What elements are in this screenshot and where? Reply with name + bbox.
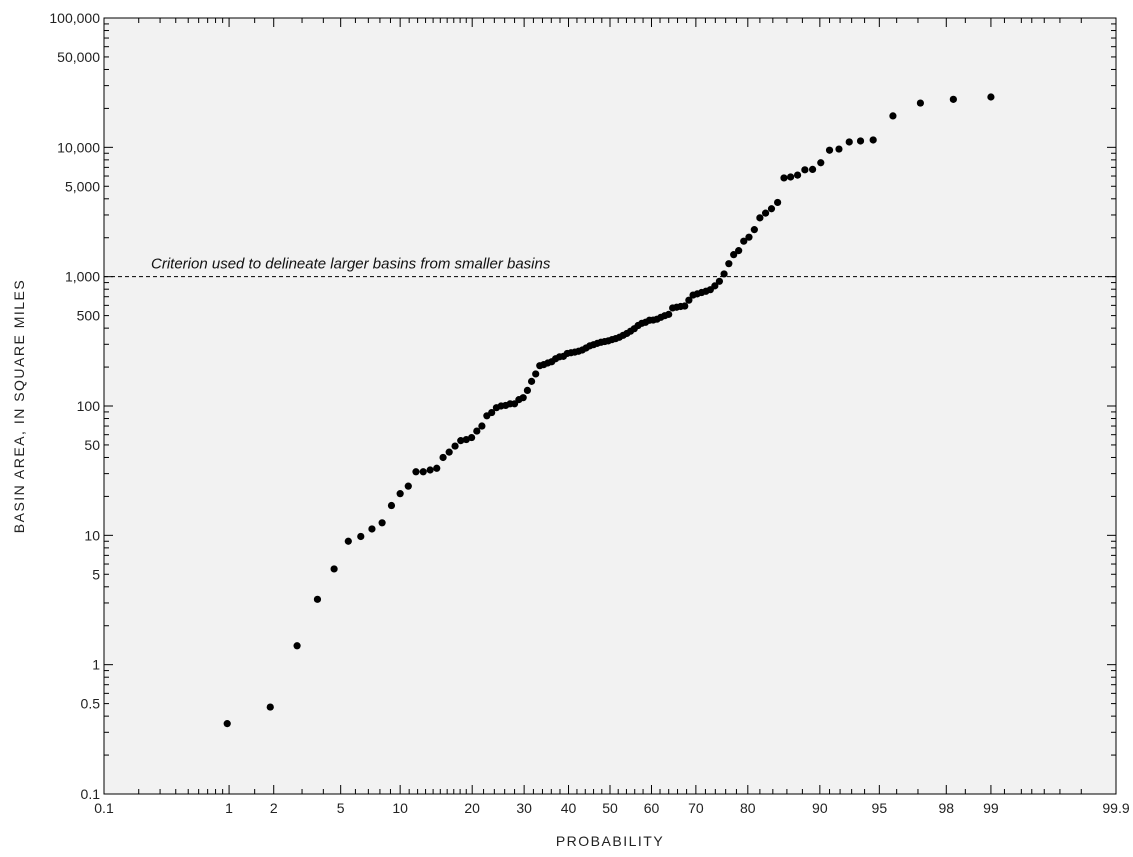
data-point [756,214,764,222]
data-point [681,302,689,310]
x-tick-label: 5 [337,800,345,816]
data-point [330,565,338,573]
y-axis-title: BASIN AREA, IN SQUARE MILES [11,279,27,533]
x-tick-label: 95 [872,800,888,816]
data-point [787,173,795,181]
data-point [740,237,748,245]
x-tick-label: 98 [938,800,954,816]
data-point [451,442,459,450]
data-point [468,433,476,442]
data-point [817,159,825,167]
data-point [396,490,404,498]
x-tick-label: 80 [740,800,756,816]
data-point [685,296,693,304]
y-tick-label: 5,000 [65,178,100,194]
x-tick-label: 30 [516,800,532,816]
data-point [916,99,925,107]
y-tick-label: 10,000 [57,139,100,155]
y-tick-label: 500 [77,308,101,324]
data-point [223,720,231,728]
data-point [404,482,412,490]
data-point [293,642,301,650]
data-point [532,370,540,378]
data-points [223,93,995,728]
criterion-annotation: Criterion used to delineate larger basin… [151,256,551,273]
data-point [835,145,843,153]
x-tick-label: 40 [561,800,577,816]
data-point [357,532,365,541]
data-point [889,112,897,120]
data-point [445,448,453,456]
x-tick-label: 99.9 [1102,800,1129,816]
y-tick-label: 0.1 [81,786,101,802]
x-axis-title: PROBABILITY [556,833,664,849]
data-point [711,282,719,290]
data-point [266,703,274,711]
tick-labels: 0.1 0.5 1 5 10 50 100 500 1,000 5,000 10,000 50,000… [49,10,1129,816]
data-point [412,468,420,476]
data-point [387,501,396,510]
data-point [433,464,441,472]
data-point [665,310,673,318]
x-tick-label: 90 [812,800,828,816]
data-point [750,226,758,234]
data-point [720,270,728,278]
x-tick-label: 70 [688,800,704,816]
data-point [478,422,486,430]
data-point [825,146,834,154]
data-point [735,247,743,255]
data-point [419,468,427,476]
data-point [869,136,877,144]
data-point [801,166,809,174]
data-point [774,198,782,207]
data-point [378,519,386,527]
data-point [793,171,802,179]
data-point [767,205,776,213]
data-point [845,138,853,146]
data-point [488,408,496,417]
plot-area [103,17,1117,795]
x-tick-label: 2 [270,800,278,816]
x-tick-label: 99 [983,800,999,816]
y-tick-label: 10 [84,527,100,543]
data-point [368,525,376,533]
y-tick-label: 50 [84,437,100,453]
data-point [715,277,724,285]
data-point [780,174,788,182]
x-tick-label: 50 [602,800,618,816]
data-point [761,209,770,217]
x-tick-label: 20 [464,800,480,816]
data-point [439,453,447,462]
data-point [730,251,738,259]
data-point [344,537,352,545]
data-point [523,386,532,395]
data-point [426,466,434,474]
data-point [473,427,481,435]
x-tick-label: 0.1 [94,800,114,816]
x-tick-label: 10 [392,800,408,816]
axis-ticks [103,17,1117,795]
data-point [725,260,733,268]
data-point [856,137,865,145]
data-point [808,165,817,174]
data-point [745,233,753,241]
y-tick-label: 1 [92,657,100,673]
y-tick-label: 0.5 [81,696,101,712]
y-tick-label: 5 [92,566,100,582]
y-tick-label: 1,000 [65,269,100,285]
y-tick-label: 100,000 [49,10,100,26]
data-point [313,595,322,603]
x-tick-label: 1 [225,800,233,816]
data-point [949,95,957,103]
data-point [519,394,527,402]
data-point [987,93,995,101]
x-tick-label: 60 [644,800,660,816]
y-tick-label: 100 [77,398,101,414]
data-point [527,377,536,385]
data-point [457,437,465,445]
y-tick-label: 50,000 [57,49,100,65]
